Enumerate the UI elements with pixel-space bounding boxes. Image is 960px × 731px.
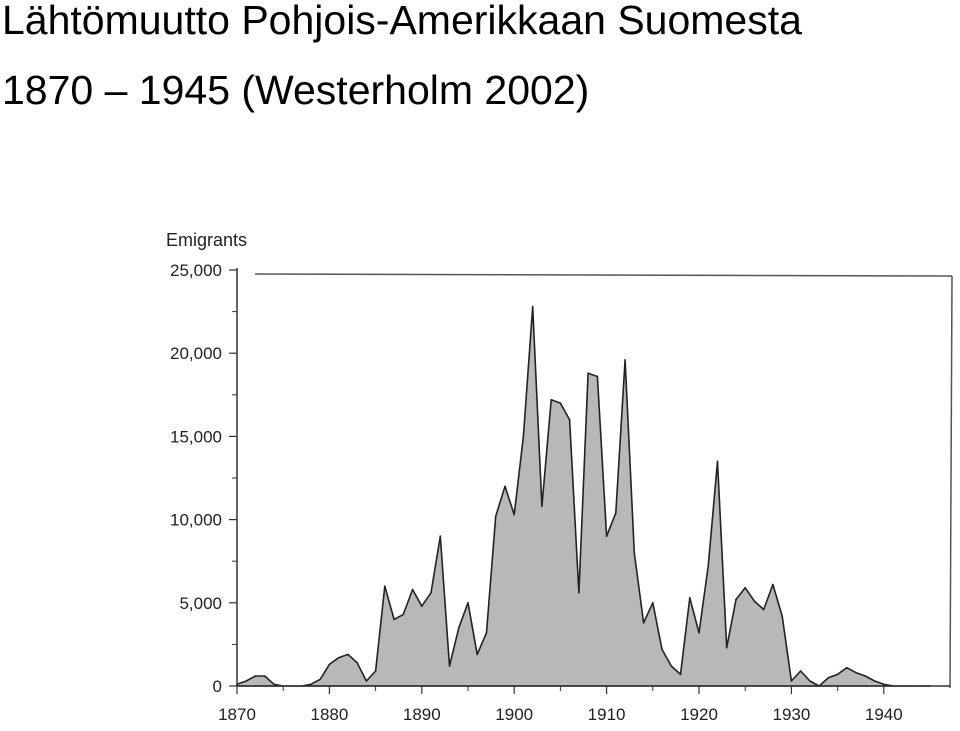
data-point-1887 bbox=[393, 618, 395, 621]
data-point-1915 bbox=[652, 602, 654, 604]
y-tick-label: 20,000 bbox=[170, 344, 222, 363]
data-point-1929 bbox=[781, 615, 783, 617]
data-point-1910 bbox=[605, 535, 608, 537]
data-point-1937 bbox=[855, 671, 857, 674]
data-point-1922 bbox=[716, 460, 719, 463]
data-point-1889 bbox=[411, 588, 414, 591]
y-tick-label: 5,000 bbox=[179, 594, 222, 613]
data-point-1940 bbox=[883, 683, 885, 686]
data-point-1896 bbox=[476, 653, 479, 656]
data-point-1931 bbox=[799, 670, 802, 672]
data-point-1881 bbox=[337, 656, 340, 659]
data-point-1898 bbox=[494, 515, 497, 518]
x-tick-label: 1900 bbox=[495, 705, 533, 724]
area-layer bbox=[236, 305, 931, 687]
data-point-1908 bbox=[587, 372, 589, 375]
page-subtitle: 1870 – 1945 (Westerholm 2002) bbox=[2, 67, 590, 113]
data-point-1912 bbox=[624, 359, 626, 361]
data-point-1926 bbox=[753, 600, 756, 602]
data-point-1911 bbox=[615, 512, 617, 514]
data-point-1890 bbox=[421, 605, 423, 607]
data-point-1918 bbox=[679, 673, 682, 676]
data-point-1920 bbox=[698, 632, 700, 634]
x-tick-label: 1880 bbox=[310, 705, 348, 724]
data-point-1909 bbox=[596, 375, 599, 378]
plot-frame bbox=[254, 273, 953, 689]
y-tick-label: 10,000 bbox=[170, 511, 222, 530]
data-point-1894 bbox=[458, 627, 460, 629]
data-point-1917 bbox=[670, 665, 673, 667]
data-point-1900 bbox=[513, 513, 515, 516]
data-point-1902 bbox=[531, 305, 534, 308]
x-tick-label: 1920 bbox=[680, 705, 718, 724]
x-tick-label: 1870 bbox=[218, 705, 256, 724]
data-point-1899 bbox=[504, 485, 506, 488]
data-point-1884 bbox=[365, 680, 368, 682]
axes-layer bbox=[229, 268, 950, 694]
data-point-1927 bbox=[762, 608, 765, 611]
data-point-1891 bbox=[430, 592, 432, 594]
data-point-1925 bbox=[744, 587, 746, 589]
data-point-1886 bbox=[384, 585, 386, 587]
data-point-1936 bbox=[846, 666, 848, 669]
x-tick-label: 1940 bbox=[865, 705, 903, 724]
y-axis-title: Emigrants bbox=[166, 230, 247, 250]
data-point-1905 bbox=[559, 402, 562, 404]
data-point-1893 bbox=[448, 665, 451, 667]
data-point-1923 bbox=[725, 646, 728, 649]
data-point-1904 bbox=[550, 399, 552, 401]
data-point-1930 bbox=[790, 680, 793, 682]
data-point-1903 bbox=[541, 505, 543, 508]
data-point-1939 bbox=[873, 680, 876, 682]
data-point-1871 bbox=[245, 680, 247, 682]
data-point-1919 bbox=[689, 597, 691, 599]
data-point-1913 bbox=[633, 552, 636, 554]
plot-frame-right bbox=[949, 275, 953, 689]
page-title: Lähtömuutto Pohjois-Amerikkaan Suomesta bbox=[2, 0, 802, 43]
data-point-1935 bbox=[836, 673, 839, 676]
area-series-0 bbox=[236, 305, 931, 687]
data-point-1878 bbox=[310, 683, 312, 686]
data-point-1883 bbox=[356, 661, 358, 664]
x-tick-label: 1930 bbox=[772, 705, 810, 724]
data-point-1928 bbox=[772, 583, 774, 586]
y-tick-label: 0 bbox=[213, 677, 222, 696]
y-tick-label: 15,000 bbox=[170, 427, 222, 446]
data-point-1932 bbox=[809, 680, 811, 682]
labels-layer: 0 5,000 10,000 15,000 20,000 25,000 1870 1880 18… bbox=[166, 230, 903, 724]
data-point-1892 bbox=[439, 535, 442, 537]
data-point-1938 bbox=[864, 675, 867, 677]
data-point-1874 bbox=[273, 683, 275, 686]
data-point-1888 bbox=[402, 613, 405, 616]
data-point-1916 bbox=[661, 648, 663, 651]
x-tick-label: 1890 bbox=[403, 705, 441, 724]
data-point-1921 bbox=[707, 565, 709, 567]
data-point-1872 bbox=[254, 675, 257, 677]
data-point-1882 bbox=[347, 653, 349, 656]
data-point-1885 bbox=[374, 670, 377, 672]
data-point-1901 bbox=[522, 435, 525, 438]
y-tick-label: 25,000 bbox=[170, 261, 222, 280]
data-point-1907 bbox=[578, 592, 580, 594]
data-point-1914 bbox=[642, 622, 645, 624]
data-point-1934 bbox=[827, 676, 830, 679]
data-point-1879 bbox=[319, 678, 322, 681]
data-point-1895 bbox=[467, 602, 469, 604]
data-point-1924 bbox=[735, 598, 737, 601]
data-point-1897 bbox=[485, 632, 488, 634]
data-point-1906 bbox=[568, 419, 571, 421]
data-point-1873 bbox=[263, 675, 266, 677]
plot-frame-top bbox=[254, 273, 953, 277]
data-point-1880 bbox=[328, 663, 331, 666]
x-tick-label: 1910 bbox=[588, 705, 626, 724]
